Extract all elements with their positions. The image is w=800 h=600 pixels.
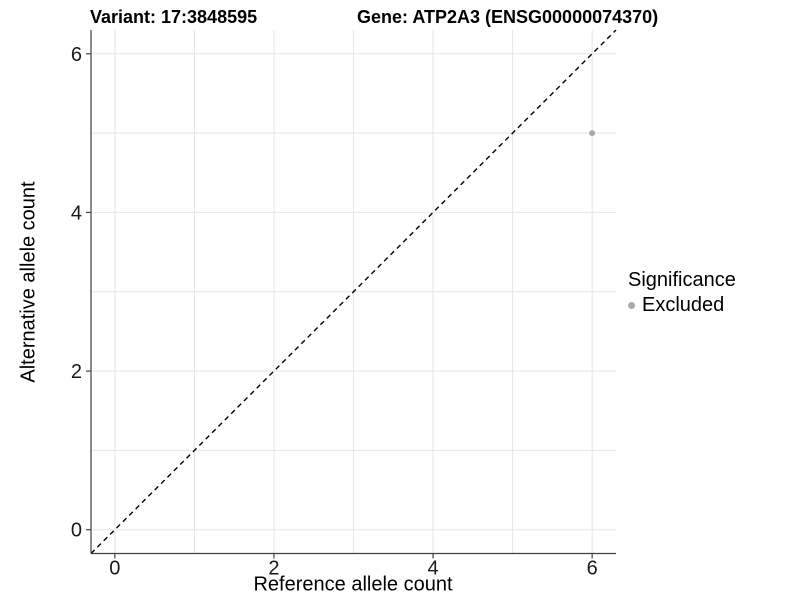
legend-point-swatch-icon bbox=[628, 302, 635, 309]
x-tick-label: 6 bbox=[587, 558, 598, 580]
legend-entry-label: Excluded bbox=[642, 294, 725, 316]
x-tick-label: 0 bbox=[109, 558, 120, 580]
y-tick-label: 0 bbox=[71, 520, 82, 542]
x-tick-label: 2 bbox=[268, 558, 279, 580]
y-tick-label: 2 bbox=[71, 361, 82, 383]
x-tick-label: 4 bbox=[427, 558, 438, 580]
legend: Significance Excluded bbox=[628, 268, 736, 317]
x-axis-title: Reference allele count bbox=[253, 573, 453, 596]
identity-line bbox=[90, 29, 617, 554]
plot-title-gene: Gene: ATP2A3 (ENSG00000074370) bbox=[357, 7, 659, 27]
legend-title: Significance bbox=[628, 269, 736, 291]
y-tick-label: 6 bbox=[71, 44, 82, 66]
plot-title-variant: Variant: 17:3848595 bbox=[90, 7, 258, 27]
legend-entry-excluded: Excluded bbox=[628, 294, 736, 317]
data-point bbox=[589, 130, 596, 137]
y-tick-label: 4 bbox=[71, 202, 82, 224]
y-axis-title: Alternative allele count bbox=[17, 181, 40, 383]
